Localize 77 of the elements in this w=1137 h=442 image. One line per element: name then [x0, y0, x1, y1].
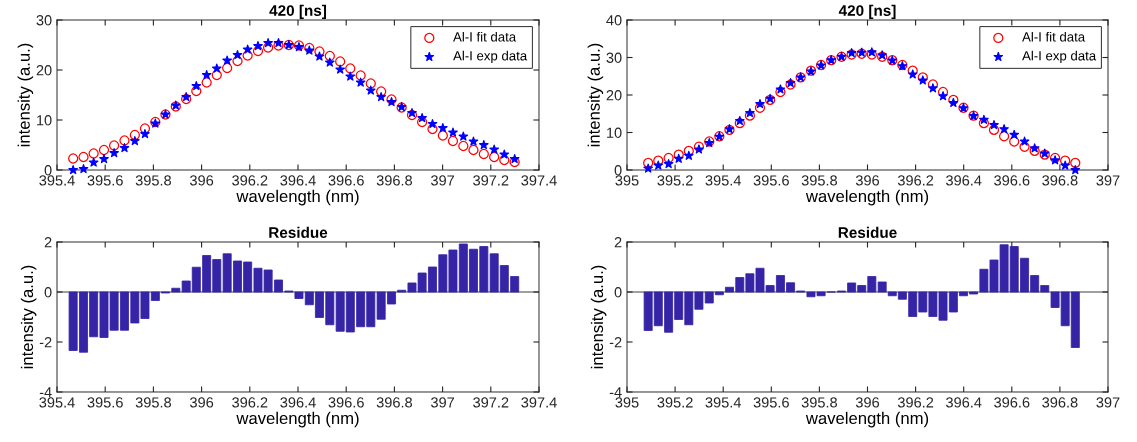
x-axis-title: wavelength (nm): [805, 189, 929, 206]
y-axis-title: intensity (a.u.): [590, 265, 607, 369]
x-tick-label: 396.6: [328, 397, 364, 408]
x-tick-label: 396.8: [1042, 175, 1078, 186]
y-tick-label: -2: [609, 337, 622, 348]
x-tick-label: 397.2: [473, 397, 509, 408]
legend-label: Al-I fit data: [453, 31, 517, 42]
legend-label: Al-I exp data: [453, 50, 528, 64]
x-tick-label: 395.4: [39, 175, 75, 186]
y-tick-label: 20: [606, 90, 622, 101]
x-tick-label: 396.6: [328, 175, 364, 186]
x-tick-label: 396.6: [994, 397, 1030, 408]
x-tick-label: 395.8: [801, 175, 838, 186]
y-tick-label: 30: [36, 15, 52, 26]
x-tick-label: 395.2: [657, 175, 693, 186]
y-tick-label: -2: [39, 337, 52, 348]
x-tick-label: 395.4: [705, 397, 742, 408]
legend-label: Al-I exp data: [1022, 50, 1097, 64]
x-axis-title: wavelength (nm): [236, 189, 359, 206]
x-tick-label: 395: [615, 175, 639, 186]
x-tick-label: 396.8: [1042, 397, 1078, 408]
y-tick-label: -4: [39, 387, 52, 398]
x-axis-title: wavelength (nm): [236, 411, 359, 428]
y-tick-label: 0: [614, 165, 622, 176]
x-tick-label: 397.2: [473, 175, 509, 186]
x-tick-label: 395.2: [657, 397, 693, 408]
x-axis-title: wavelength (nm): [805, 411, 929, 428]
y-tick-label: 30: [606, 52, 622, 63]
x-tick-label: 397.4: [521, 397, 557, 408]
x-tick-label: 396.6: [994, 175, 1030, 186]
x-tick-label: 395.8: [135, 175, 172, 186]
y-tick-label: -4: [609, 387, 622, 398]
x-tick-label: 396: [855, 175, 880, 186]
x-tick-label: 397: [1096, 175, 1120, 186]
chart-title: Residue: [838, 226, 897, 238]
x-tick-label: 397: [430, 397, 455, 408]
x-tick-label: 395.8: [801, 397, 838, 408]
x-tick-label: 395.6: [87, 397, 123, 408]
x-tick-label: 397.4: [521, 175, 557, 186]
y-tick-label: 0: [44, 287, 52, 298]
x-tick-label: 396.4: [280, 397, 316, 408]
y-axis-title: intensity (a.u.): [587, 43, 604, 147]
x-tick-label: 395.8: [135, 397, 172, 408]
x-tick-label: 396: [189, 397, 214, 408]
x-tick-label: 396.8: [376, 397, 413, 408]
x-tick-label: 395.6: [753, 175, 789, 186]
x-tick-label: 395.4: [39, 397, 75, 408]
x-tick-label: 395.6: [753, 397, 789, 408]
y-tick-label: 20: [36, 65, 52, 76]
y-tick-label: 10: [37, 115, 52, 126]
chart-title: 420 [ns]: [269, 4, 327, 19]
x-tick-label: 396.4: [946, 397, 982, 408]
y-tick-label: 40: [606, 15, 622, 26]
legend-label: Al-I fit data: [1022, 31, 1086, 42]
x-tick-label: 395: [615, 397, 639, 408]
y-axis-title: intensity (a.u.): [17, 43, 34, 147]
x-tick-label: 396.4: [280, 175, 316, 186]
y-tick-label: 10: [607, 127, 622, 138]
x-tick-label: 396.2: [232, 175, 268, 186]
y-tick-label: 2: [614, 237, 622, 248]
x-tick-label: 396.2: [897, 175, 934, 186]
y-axis-title: intensity (a.u.): [20, 265, 37, 369]
y-tick-label: 2: [44, 237, 52, 248]
x-tick-label: 395.6: [87, 175, 123, 186]
y-tick-label: 0: [44, 165, 52, 176]
x-tick-label: 397: [1096, 397, 1120, 408]
x-tick-label: 397: [430, 175, 455, 186]
chart-title: 420 [ns]: [838, 4, 896, 19]
x-tick-label: 396.2: [232, 397, 268, 408]
chart-title: Residue: [269, 226, 328, 238]
x-tick-label: 396.4: [946, 175, 982, 186]
x-tick-label: 396: [189, 175, 214, 186]
x-tick-label: 396.8: [376, 175, 413, 186]
x-tick-label: 395.4: [705, 175, 742, 186]
x-tick-label: 396.2: [897, 397, 934, 408]
x-tick-label: 396: [855, 397, 880, 408]
y-tick-label: 0: [614, 287, 622, 298]
